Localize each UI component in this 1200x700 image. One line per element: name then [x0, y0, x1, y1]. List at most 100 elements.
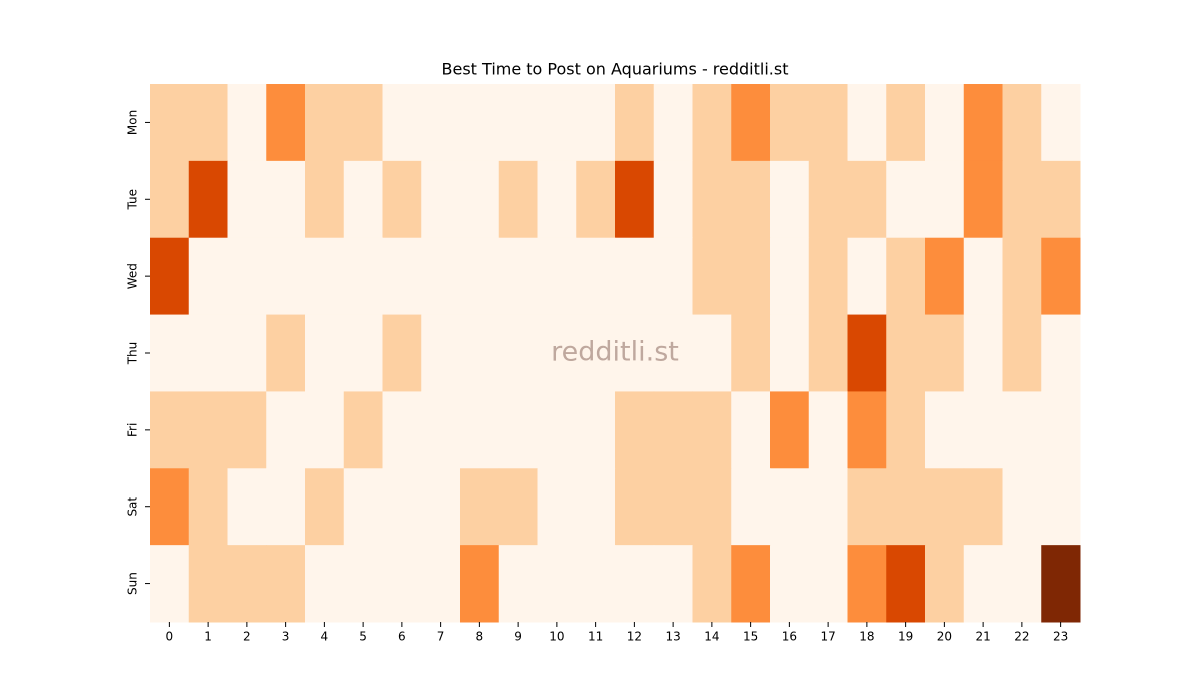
heatmap-cell [188, 468, 228, 546]
heatmap-cell [188, 545, 228, 623]
heatmap-cell [1041, 391, 1081, 469]
heatmap-cell [305, 237, 345, 316]
heatmap-cell [808, 237, 848, 316]
heatmap-cell [305, 545, 345, 623]
heatmap-cell [382, 545, 422, 623]
heatmap-cell [1002, 468, 1042, 546]
heatmap-cell [498, 468, 538, 546]
heatmap-cell [692, 237, 732, 316]
x-tick-label: 8 [476, 630, 484, 644]
heatmap-cell [188, 84, 228, 162]
heatmap-cell [886, 468, 926, 546]
x-tick-label: 19 [898, 630, 913, 644]
heatmap-cell [421, 314, 461, 392]
heatmap-cell [460, 160, 500, 239]
heatmap-cell [576, 468, 616, 546]
x-tick-label: 11 [588, 630, 603, 644]
heatmap-cell [886, 237, 926, 316]
heatmap-cell [615, 468, 655, 546]
heatmap-cell [808, 84, 848, 162]
x-tick-label: 20 [937, 630, 952, 644]
heatmap-cell [150, 545, 190, 623]
heatmap-cell [1041, 237, 1081, 316]
heatmap-cell [692, 545, 732, 623]
watermark: redditli.st [551, 337, 679, 368]
heatmap-cell [576, 314, 616, 392]
heatmap-cell [266, 84, 306, 162]
heatmap-cell [537, 468, 577, 546]
heatmap-cell [1041, 545, 1081, 623]
x-tick-label: 10 [549, 630, 564, 644]
heatmap-cell [576, 237, 616, 316]
x-tick-label: 0 [166, 630, 174, 644]
heatmap-cell [692, 314, 732, 392]
heatmap-cell [770, 160, 810, 239]
heatmap-cell [847, 237, 887, 316]
heatmap-cell [382, 84, 422, 162]
heatmap-cell [1002, 237, 1042, 316]
x-tick-label: 21 [975, 630, 990, 644]
heatmap-cell [305, 468, 345, 546]
heatmap-cell [925, 545, 965, 623]
heatmap-cell [770, 545, 810, 623]
heatmap-cell [925, 468, 965, 546]
heatmap-cell [227, 391, 267, 469]
heatmap-cell [847, 545, 887, 623]
heatmap-cell [731, 314, 771, 392]
x-tick-label: 3 [282, 630, 290, 644]
heatmap-cell [770, 84, 810, 162]
heatmap-cell [421, 84, 461, 162]
heatmap-cell [692, 468, 732, 546]
heatmap-cell [421, 468, 461, 546]
heatmap-cell [770, 314, 810, 392]
heatmap-cell [305, 84, 345, 162]
heatmap-cell [498, 84, 538, 162]
heatmap-cell [886, 160, 926, 239]
heatmap-cell [460, 391, 500, 469]
heatmap-cell [925, 314, 965, 392]
heatmap-cell [498, 237, 538, 316]
y-tick-label: Thu [126, 342, 140, 366]
heatmap-cell [343, 468, 383, 546]
heatmap-cell [692, 391, 732, 469]
heatmap-cell [925, 391, 965, 469]
heatmap-cell [925, 237, 965, 316]
heatmap-cell [808, 391, 848, 469]
heatmap-cell [382, 237, 422, 316]
heatmap-cell [382, 468, 422, 546]
heatmap-cell [188, 237, 228, 316]
heatmap-cell [925, 84, 965, 162]
heatmap-cell [537, 545, 577, 623]
x-tick-label: 17 [820, 630, 835, 644]
heatmap-cell [460, 84, 500, 162]
heatmap-cell [653, 545, 693, 623]
heatmap-cell [343, 237, 383, 316]
x-tick-label: 2 [243, 630, 251, 644]
heatmap-cell [847, 391, 887, 469]
heatmap-cell [343, 84, 383, 162]
y-tick-label: Sat [126, 497, 140, 517]
heatmap-cell [653, 314, 693, 392]
heatmap-cell [266, 545, 306, 623]
heatmap-cell [150, 468, 190, 546]
heatmap-cell [382, 391, 422, 469]
x-tick-label: 22 [1014, 630, 1029, 644]
heatmap-cell [188, 391, 228, 469]
heatmap-cell [537, 314, 577, 392]
heatmap-cell [808, 468, 848, 546]
heatmap-cell [188, 160, 228, 239]
heatmap-cell [227, 237, 267, 316]
heatmap-cell [886, 545, 926, 623]
heatmap-cell [615, 314, 655, 392]
heatmap-cell [227, 84, 267, 162]
heatmap-cell [963, 314, 1003, 392]
heatmap-cell [1041, 160, 1081, 239]
heatmap-cell [576, 545, 616, 623]
heatmap-cell [305, 160, 345, 239]
heatmap-cell [266, 391, 306, 469]
heatmap-cell [731, 237, 771, 316]
heatmap-cell [150, 237, 190, 316]
x-tick-label: 18 [859, 630, 874, 644]
heatmap-cell [1002, 545, 1042, 623]
heatmap-cell [692, 160, 732, 239]
